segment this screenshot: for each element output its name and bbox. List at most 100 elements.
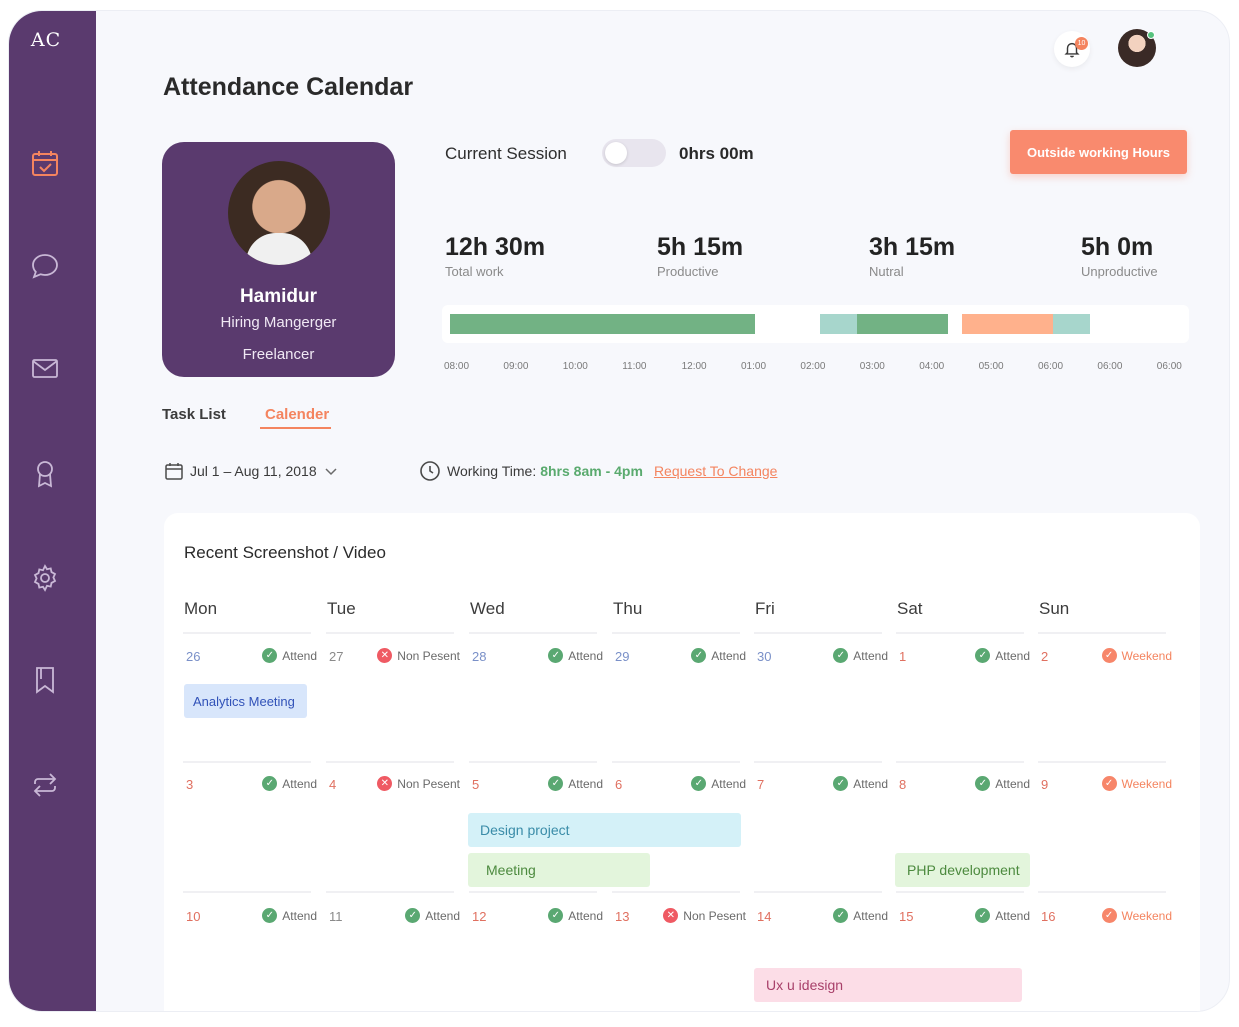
cell-divider — [469, 891, 597, 893]
user-avatar[interactable] — [1118, 29, 1156, 67]
timeline-tick: 11:00 — [622, 361, 647, 372]
day-number[interactable]: 13 — [615, 909, 630, 924]
timeline-tick: 06:00 — [1038, 361, 1064, 372]
calendar-event[interactable]: Ux u idesign — [754, 968, 1022, 1002]
day-number[interactable]: 10 — [186, 909, 201, 924]
stat-productive: 5h 15m Productive — [657, 233, 743, 279]
cell-divider — [754, 891, 882, 893]
status-label: Attend — [711, 648, 746, 663]
day-number[interactable]: 1 — [899, 649, 907, 664]
check-circle-icon: ✓ — [1101, 776, 1117, 791]
status-label: Weekend — [1121, 776, 1172, 791]
cell-divider — [183, 761, 311, 763]
day-number[interactable]: 4 — [329, 777, 337, 792]
attendance-status: ✓ Attend — [262, 908, 317, 923]
day-number[interactable]: 28 — [472, 649, 487, 664]
stat-value: 5h 0m — [1081, 233, 1154, 261]
bookmark-icon[interactable] — [28, 663, 62, 697]
session-toggle[interactable] — [602, 139, 666, 167]
stat-label: Nutral — [869, 264, 904, 279]
day-number[interactable]: 14 — [757, 909, 772, 924]
cell-divider — [469, 632, 597, 634]
attendance-status: ✓ Attend — [548, 776, 603, 791]
timeline-tick: 04:00 — [919, 361, 945, 372]
attendance-status: ✓ Attend — [833, 776, 888, 791]
day-number[interactable]: 29 — [615, 649, 630, 664]
status-label: Attend — [853, 908, 888, 923]
chat-icon[interactable] — [28, 249, 62, 283]
cross-circle-icon: ✕ — [377, 776, 393, 791]
day-number[interactable]: 16 — [1041, 909, 1056, 924]
app-frame: AC Attendance Calendar 10 — [8, 10, 1230, 1012]
calendar-event[interactable]: Meeting — [468, 853, 650, 887]
award-icon[interactable] — [28, 456, 62, 490]
tab-task-list[interactable]: Task List — [162, 406, 226, 423]
cell-divider — [183, 632, 311, 634]
calendar-event[interactable]: PHP development — [895, 853, 1030, 887]
activity-timeline — [442, 305, 1189, 343]
check-circle-icon: ✓ — [691, 776, 707, 791]
check-circle-icon: ✓ — [548, 908, 564, 923]
session-time: 0hrs 00m — [679, 144, 754, 163]
stat-unproductive: 5h 0m Unproductive — [1081, 233, 1158, 279]
working-time-label: Working Time: — [447, 463, 537, 479]
day-number[interactable]: 6 — [615, 777, 623, 792]
calendar-event[interactable]: Analytics Meeting — [184, 684, 307, 718]
day-number[interactable]: 2 — [1041, 649, 1049, 664]
cell-divider — [612, 761, 740, 763]
status-label: Attend — [568, 776, 603, 791]
active-tab-underline — [260, 427, 331, 429]
notification-badge: 10 — [1075, 37, 1088, 50]
swap-icon[interactable] — [28, 768, 62, 802]
tab-calendar[interactable]: Calender — [265, 406, 330, 423]
outside-working-hours-button[interactable]: Outside working Hours — [1010, 130, 1187, 174]
calendar-icon — [165, 463, 183, 480]
day-number[interactable]: 9 — [1041, 777, 1049, 792]
cell-divider — [326, 891, 454, 893]
cell-divider — [326, 632, 454, 634]
sidebar: AC — [9, 11, 96, 1011]
status-label: Attend — [853, 648, 888, 663]
day-number[interactable]: 12 — [472, 909, 487, 924]
calendar-event[interactable]: Design project — [468, 813, 741, 847]
day-number[interactable]: 26 — [186, 649, 201, 664]
day-number[interactable]: 3 — [186, 777, 194, 792]
timeline-tick: 03:00 — [859, 361, 885, 372]
calendar-check-icon[interactable] — [28, 146, 62, 180]
calendar-card: Recent Screenshot / Video Mon Tue Wed Thu Fr… — [164, 513, 1200, 1011]
day-number[interactable]: 5 — [472, 777, 480, 792]
check-circle-icon: ✓ — [262, 908, 278, 923]
working-time-value: 8hrs 8am - 4pm — [540, 463, 643, 479]
day-number[interactable]: 30 — [757, 649, 772, 664]
day-header-mon: Mon — [184, 599, 218, 618]
check-circle-icon: ✓ — [975, 908, 991, 923]
attendance-status: ✓ Weekend — [1101, 908, 1172, 923]
timeline-tick: 10:00 — [562, 361, 588, 372]
day-number[interactable]: 8 — [899, 777, 907, 792]
mail-icon[interactable] — [28, 351, 62, 385]
day-number[interactable]: 7 — [757, 777, 765, 792]
request-change-link[interactable]: Request To Change — [653, 463, 778, 479]
check-circle-icon: ✓ — [262, 648, 278, 663]
check-circle-icon: ✓ — [691, 648, 707, 663]
gear-icon[interactable] — [28, 561, 62, 595]
cross-circle-icon: ✕ — [663, 908, 679, 923]
notification-button[interactable]: 10 — [1054, 31, 1090, 67]
status-label: Attend — [425, 908, 460, 923]
stat-value: 5h 15m — [657, 233, 744, 261]
day-number[interactable]: 15 — [899, 909, 914, 924]
timeline-tick: 06:00 — [1097, 361, 1123, 372]
attendance-status: ✓ Attend — [262, 648, 317, 663]
bell-icon — [1064, 42, 1080, 58]
day-number[interactable]: 27 — [329, 649, 344, 664]
cell-divider — [754, 632, 882, 634]
profile-employment-type: Freelancer — [242, 346, 315, 363]
day-number[interactable]: 11 — [329, 909, 343, 924]
attendance-status: ✓ Attend — [975, 776, 1030, 791]
clock-icon — [420, 461, 440, 481]
timeline-segment-productive — [450, 314, 755, 334]
date-range-picker[interactable]: Jul 1 – Aug 11, 2018 — [164, 461, 345, 481]
cell-divider — [1038, 761, 1166, 763]
cell-divider — [612, 891, 740, 893]
main-content: Attendance Calendar 10 Hamidur Hiring Ma… — [96, 11, 1229, 1011]
